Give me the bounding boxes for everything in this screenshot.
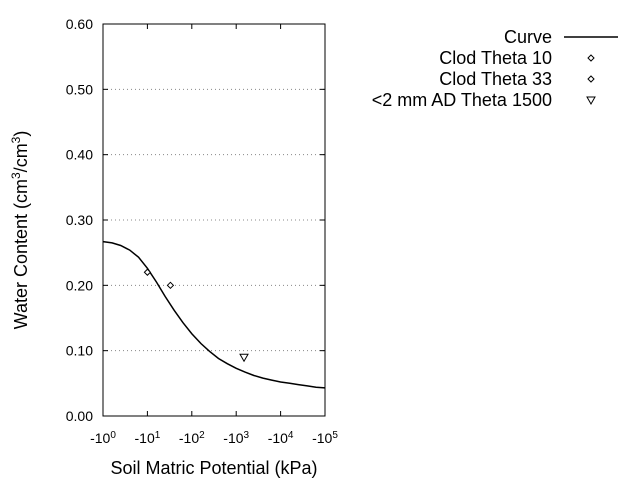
x-tick-label-exponent: 5 (332, 430, 338, 441)
grid-lines (103, 88, 325, 352)
legend-marker (586, 96, 596, 106)
legend-label: Curve (504, 27, 552, 47)
x-tick-label-base: -10 (312, 430, 332, 446)
legend-label: <2 mm AD Theta 1500 (372, 90, 552, 110)
x-tick-label-exponent: 1 (155, 430, 161, 441)
y-axis-title-superscript: 3 (9, 172, 23, 179)
x-tick-label: -105 (312, 430, 338, 447)
y-axis-title-part: Water Content (cm (11, 179, 31, 329)
y-axis-title-superscript: 3 (9, 136, 23, 143)
tick-labels: 0.000.100.200.300.400.500.60-100 -101 -102… (66, 16, 339, 446)
legend-marker (587, 54, 595, 62)
data-markers (143, 268, 249, 363)
x-tick-label-exponent: 0 (110, 430, 116, 441)
curve-line (102, 240, 326, 389)
data-point (143, 268, 152, 276)
x-tick-label: -100 (90, 430, 116, 447)
y-tick-label: 0.40 (66, 147, 93, 163)
y-tick-label: 0.20 (66, 277, 93, 293)
x-tick-label-exponent: 4 (288, 430, 294, 441)
x-tick-label-base: -10 (135, 430, 155, 446)
legend-label: Clod Theta 33 (439, 69, 552, 89)
data-point (239, 353, 249, 363)
y-tick-label: 0.60 (66, 16, 93, 32)
y-tick-label: 0.00 (66, 408, 93, 424)
x-tick-label-base: -10 (179, 430, 199, 446)
curve-layer (102, 240, 326, 389)
y-tick-label: 0.30 (66, 212, 93, 228)
y-axis-title-part: /cm (11, 143, 31, 172)
x-tick-label-base: -10 (268, 430, 288, 446)
x-tick-label-base: -10 (223, 430, 243, 446)
y-axis-title: Water Content (cm3/cm3) (9, 131, 31, 330)
x-tick-label: -101 (135, 430, 161, 447)
data-point (166, 281, 175, 290)
x-tick-label-exponent: 3 (244, 430, 250, 441)
x-tick-label: -103 (223, 430, 249, 447)
x-tick-label-exponent: 2 (199, 430, 205, 441)
axis-ticks (102, 23, 326, 417)
x-tick-label-base: -10 (90, 430, 110, 446)
y-tick-label: 0.50 (66, 81, 93, 97)
legend-label: Clod Theta 10 (439, 48, 552, 68)
legend-marker (587, 75, 595, 83)
x-axis-title: Soil Matric Potential (kPa) (110, 458, 317, 478)
y-axis-title-part: ) (11, 131, 31, 137)
x-tick-label: -102 (179, 430, 205, 447)
y-tick-label: 0.10 (66, 343, 93, 359)
x-tick-label: -104 (268, 430, 294, 447)
